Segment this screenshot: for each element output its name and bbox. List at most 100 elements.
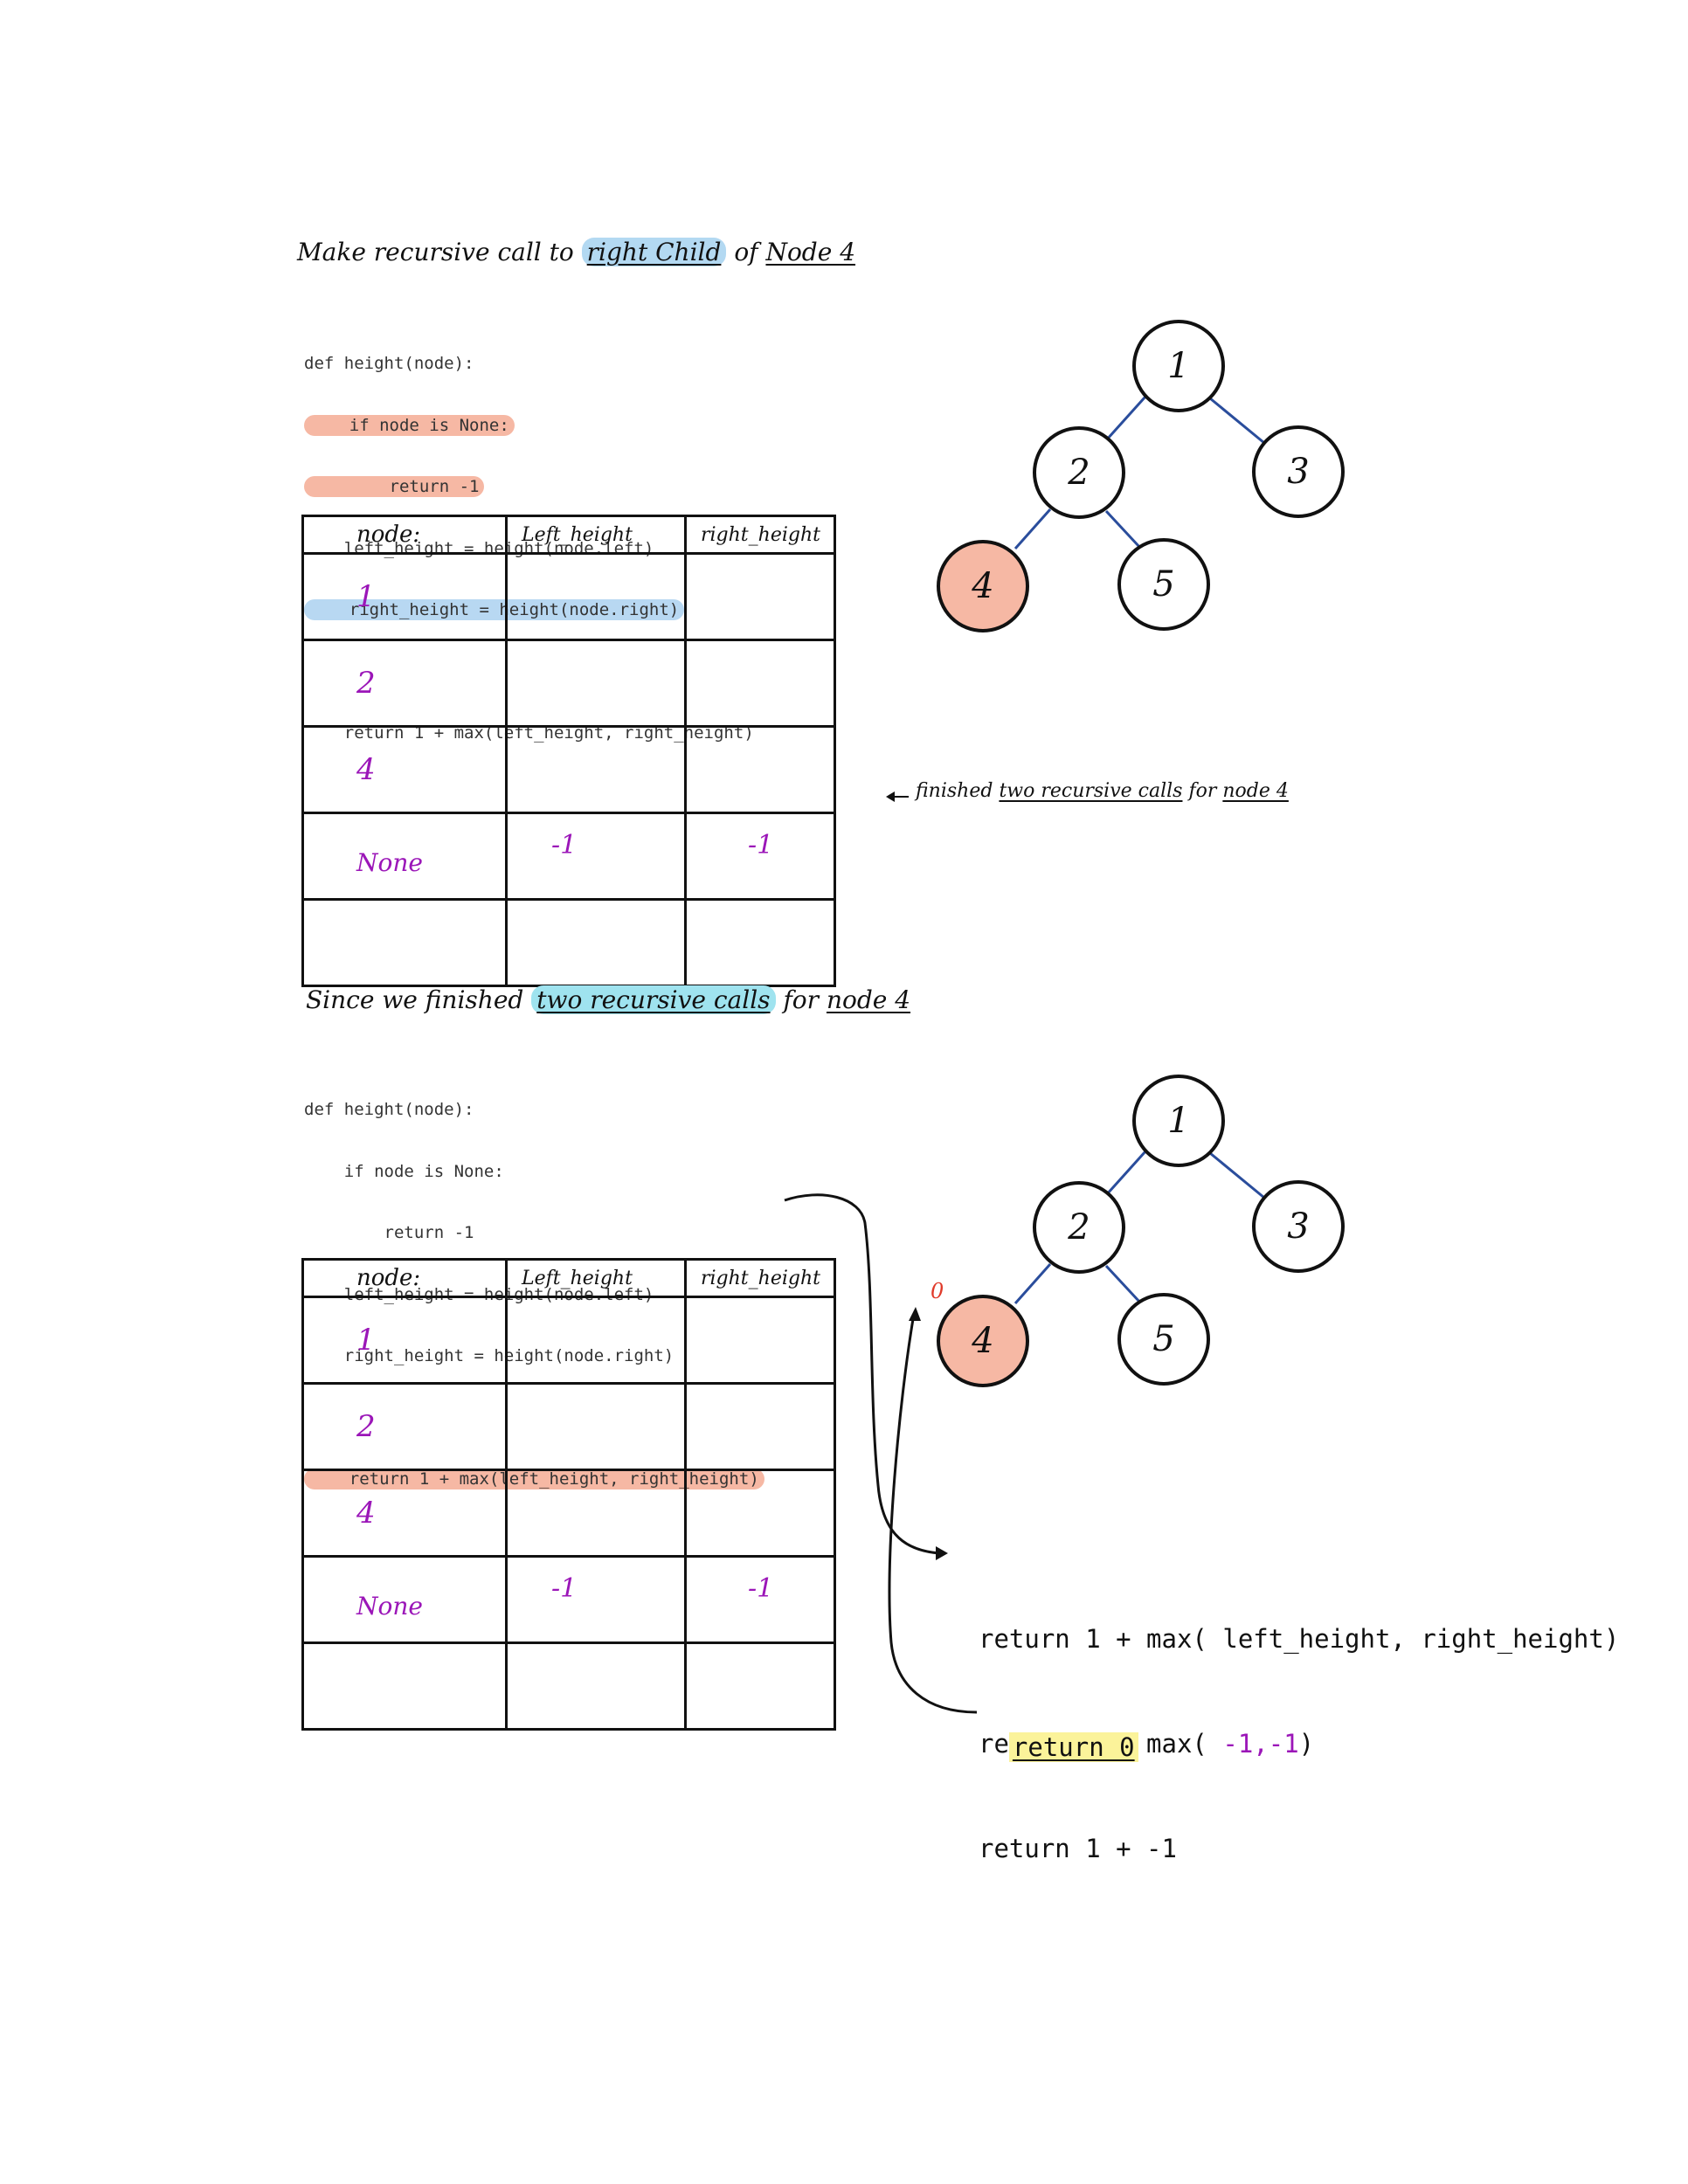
header-node: node: <box>301 515 508 555</box>
tree-node-5: 5 <box>1117 538 1210 631</box>
node-label: 1 <box>1167 1101 1189 1141</box>
cell-right <box>684 639 836 728</box>
title-highlight: right Child <box>581 238 727 266</box>
tree-node-1: 1 <box>1132 1075 1225 1167</box>
arrow-head <box>909 1307 921 1321</box>
section2-title: Since we finished two recursive calls fo… <box>306 985 910 1014</box>
cell-node: 4 <box>301 1469 508 1558</box>
tree-edges <box>1013 1150 1265 1304</box>
edge-1-3 <box>1209 397 1265 445</box>
node-label: 4 <box>971 1321 993 1361</box>
edge-2-4 <box>1013 508 1052 549</box>
edge-1-2 <box>1105 1150 1147 1196</box>
cell-node: 1 <box>301 552 508 641</box>
cell-left: -1 <box>505 1555 687 1644</box>
calc-gap <box>979 1936 1619 1971</box>
cell-node: None <box>301 812 508 901</box>
calc-line-1: return 1 + max( left_height, right_heigh… <box>979 1621 1619 1656</box>
table-row: 4 <box>301 1469 836 1558</box>
cell-node: None <box>301 1555 508 1644</box>
node-label: 5 <box>1152 1319 1174 1359</box>
tree-node-3: 3 <box>1252 1180 1345 1273</box>
cell-node: 2 <box>301 1382 508 1471</box>
section2-trace-table: node: Left_height right_height 1 2 4 Non… <box>301 1258 836 1731</box>
note-underlined: two recursive calls <box>999 780 1183 802</box>
node-label: 3 <box>1287 452 1309 492</box>
cell-left <box>505 898 687 987</box>
result-highlight: return 0 <box>1008 1732 1138 1762</box>
cell-left <box>505 1296 687 1385</box>
node-label: 5 <box>1152 564 1174 605</box>
title-highlight: two recursive calls <box>531 985 776 1014</box>
edge-2-5 <box>1104 509 1142 549</box>
tree-node-2: 2 <box>1033 426 1125 519</box>
calc-text: left_height, right_height <box>1222 1624 1604 1654</box>
tree-node-4: 4 <box>937 540 1029 632</box>
note-text: finished <box>916 780 1000 802</box>
edge-1-3 <box>1209 1151 1265 1199</box>
calc-result: return 0 <box>979 1695 1138 1765</box>
title-node: Node 4 <box>765 238 856 266</box>
header-right-height: right_height <box>684 1258 836 1298</box>
tree-node-2: 2 <box>1033 1181 1125 1274</box>
calc-text: ) <box>1298 1729 1315 1759</box>
code-line: return -1 <box>304 1223 474 1242</box>
cell-right <box>684 552 836 641</box>
table-row: 1 <box>301 1296 836 1385</box>
edge-1-2 <box>1105 395 1147 441</box>
cell-node: 4 <box>301 725 508 814</box>
table-row: None -1 -1 <box>301 812 836 901</box>
table-row: 4 <box>301 725 836 814</box>
cell-left <box>505 1469 687 1558</box>
cell-node <box>301 1641 508 1731</box>
calc-args: -1,-1 <box>1222 1729 1299 1759</box>
header-left-height: Left_height <box>505 1258 687 1298</box>
note-text: for <box>1182 780 1223 802</box>
arrow-to-node4 <box>888 1318 978 1714</box>
section1-title: Make recursive call to right Child of No… <box>297 238 855 266</box>
arrow-head <box>936 1546 948 1560</box>
node-label: 2 <box>1067 453 1090 493</box>
code-line: if node is None: <box>304 1161 504 1181</box>
section1-tree: 1 2 3 4 5 <box>886 320 1345 802</box>
table-row <box>301 898 836 987</box>
cell-right <box>684 898 836 987</box>
node-label: 3 <box>1287 1206 1309 1247</box>
code-highlight-red: if node is None: <box>304 414 515 436</box>
table-row: 2 <box>301 1382 836 1471</box>
title-text: Since we finished <box>306 985 532 1014</box>
edge-2-4 <box>1013 1263 1052 1304</box>
edge-2-5 <box>1104 1264 1142 1304</box>
arrow-to-calc <box>784 1193 940 1555</box>
header-right-height: right_height <box>684 515 836 555</box>
note-arrow <box>886 791 909 802</box>
tree-node-4: 4 <box>937 1295 1029 1387</box>
cell-right: -1 <box>684 1555 836 1644</box>
cell-node <box>301 898 508 987</box>
code-line: return -1 <box>304 476 754 498</box>
cell-node: 2 <box>301 639 508 728</box>
return-value-label: 0 <box>930 1279 944 1303</box>
code-highlight-red: return -1 <box>304 476 485 497</box>
title-text: of <box>726 238 766 266</box>
node-label: 4 <box>971 566 993 606</box>
code-line: def height(node): <box>304 354 474 373</box>
tree-node-3: 3 <box>1252 425 1345 518</box>
header-left-height: Left_height <box>505 515 687 555</box>
header-node: node: <box>301 1258 508 1298</box>
tree-edges <box>1013 395 1265 549</box>
tree-node-5: 5 <box>1117 1293 1210 1386</box>
table-row: None -1 -1 <box>301 1555 836 1644</box>
tree-node-1: 1 <box>1132 320 1225 412</box>
cell-left <box>505 1382 687 1471</box>
note-underlined: node 4 <box>1222 780 1289 802</box>
title-node: node 4 <box>826 985 911 1014</box>
cell-right <box>684 1296 836 1385</box>
calc-text: ) <box>1603 1624 1620 1654</box>
cell-left <box>505 552 687 641</box>
section1-note: finished two recursive calls for node 4 <box>916 780 1289 802</box>
cell-left <box>505 725 687 814</box>
table-row: 1 <box>301 552 836 641</box>
table-row <box>301 1641 836 1731</box>
